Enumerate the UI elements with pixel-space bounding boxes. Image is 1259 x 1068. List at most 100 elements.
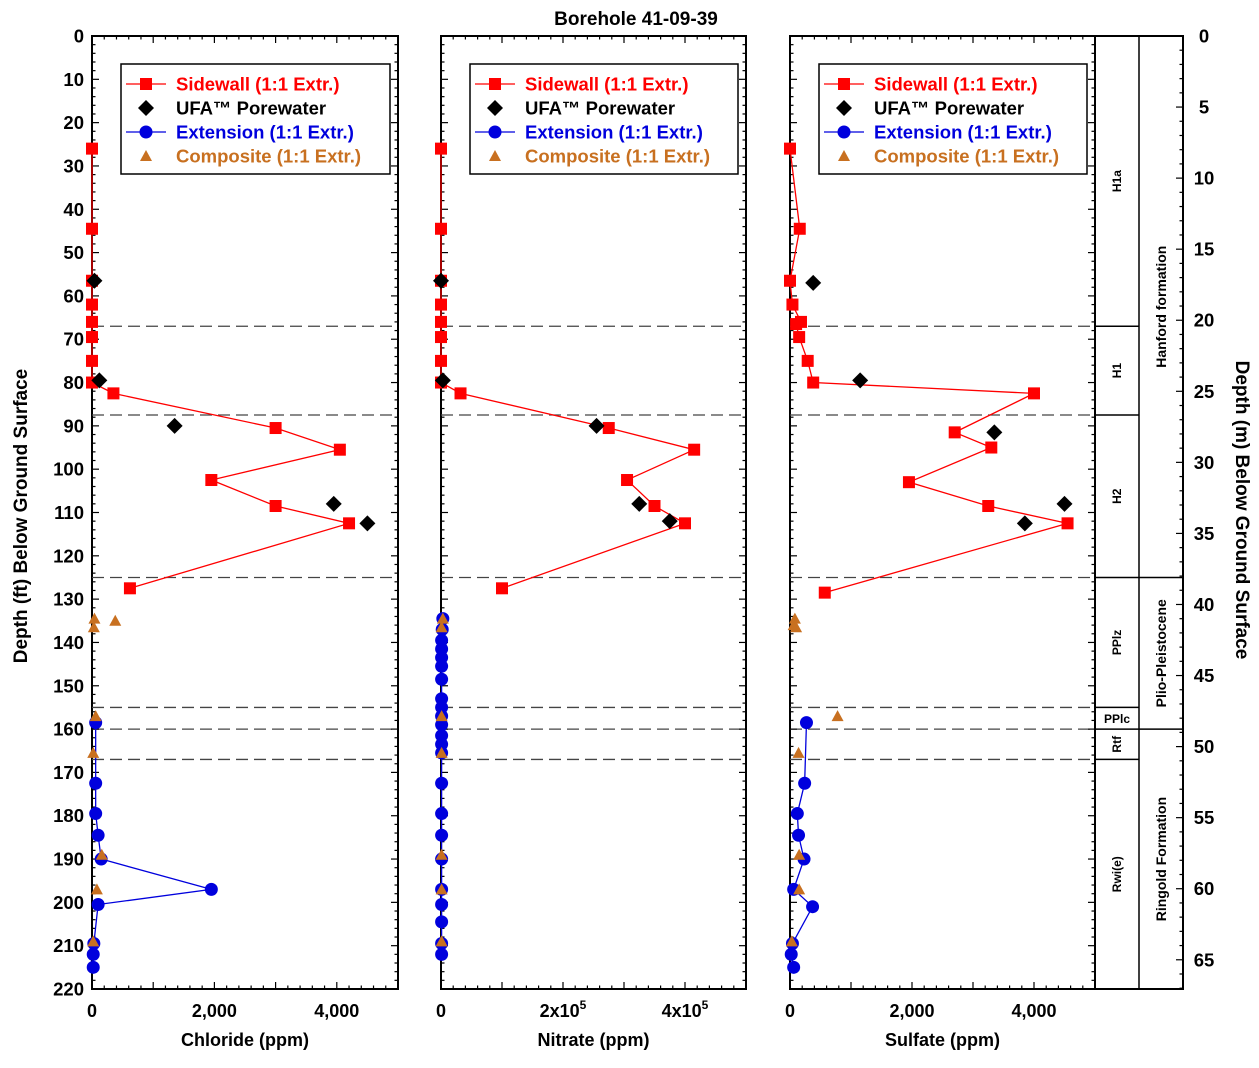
y-right-tick-label: 40 <box>1194 594 1215 615</box>
data-point <box>435 621 448 633</box>
x-tick-label: 2,000 <box>889 1001 934 1021</box>
y-tick-label: 130 <box>53 589 84 610</box>
y-right-tick-label: 35 <box>1194 523 1215 544</box>
data-point <box>793 883 806 895</box>
unit-label: H1a <box>1110 170 1124 192</box>
data-point <box>454 387 467 400</box>
y-axis-right-label: Depth (m) Below Ground Surface <box>1231 361 1252 660</box>
series-line <box>789 148 1068 594</box>
y-right-tick-label: 10 <box>1194 168 1215 189</box>
legend-marker <box>140 78 152 90</box>
data-point <box>602 422 615 435</box>
data-point <box>852 372 869 389</box>
data-point <box>435 718 449 732</box>
data-point <box>661 513 678 530</box>
data-point <box>799 716 813 730</box>
data-point <box>435 142 447 155</box>
data-point <box>435 915 449 929</box>
data-point <box>798 776 812 790</box>
unit-label: Rwi(e) <box>1110 856 1124 892</box>
y-tick-label: 100 <box>53 459 84 480</box>
series <box>785 612 844 947</box>
data-point <box>1056 495 1073 512</box>
data-point <box>435 331 447 344</box>
y-right-tick-label: 15 <box>1194 239 1215 260</box>
data-point <box>86 222 98 235</box>
y-right-tick-label: 45 <box>1194 665 1215 686</box>
data-point <box>790 807 804 821</box>
y-right-tick-label: 65 <box>1194 949 1215 970</box>
legend-label: Sidewall (1:1 Extr.) <box>874 74 1037 95</box>
formation-label: Plio-Pleistocene <box>1153 599 1169 707</box>
data-point <box>790 318 803 331</box>
data-point <box>985 441 998 454</box>
data-point <box>806 900 820 914</box>
data-point <box>343 517 356 530</box>
chart-panel: 0 2,000 4,000 Sulfate (ppm) Sidewall (1:1 Ex… <box>784 35 1096 1050</box>
series <box>86 716 218 974</box>
data-point <box>91 898 105 912</box>
x-axis-label: Sulfate (ppm) <box>885 1030 1000 1050</box>
y-tick-label: 180 <box>53 805 84 826</box>
data-point <box>793 331 806 344</box>
legend: Sidewall (1:1 Extr.) UFA™ Porewater Extens… <box>469 63 739 175</box>
data-point <box>434 372 451 389</box>
x-tick-label: 4,000 <box>1011 1001 1056 1021</box>
data-point <box>269 422 282 435</box>
y-tick-label: 90 <box>63 415 84 436</box>
legend-marker <box>489 150 501 161</box>
unit-label: H2 <box>1110 488 1124 504</box>
data-point <box>818 586 831 599</box>
data-point <box>784 274 796 287</box>
series <box>435 612 450 961</box>
data-point <box>948 426 961 439</box>
legend-label: Composite (1:1 Extr.) <box>525 146 710 167</box>
data-point <box>793 848 806 860</box>
data-point <box>435 848 448 860</box>
legend-label: Sidewall (1:1 Extr.) <box>176 74 339 95</box>
data-point <box>88 612 101 624</box>
series <box>433 272 678 530</box>
unit-label: Rtf <box>1110 735 1124 753</box>
data-point <box>91 372 108 389</box>
series <box>435 142 701 595</box>
y-tick-label: 220 <box>53 979 84 1000</box>
y-right-tick-label: 5 <box>1199 97 1209 118</box>
y-axis-left-label: Depth (ft) Below Ground Surface <box>11 369 32 664</box>
y-right-tick-label: 50 <box>1194 736 1215 757</box>
data-point <box>1016 515 1033 532</box>
data-point <box>435 947 449 961</box>
data-point <box>86 960 100 974</box>
data-point <box>1061 517 1074 530</box>
y-right-tick-label: 25 <box>1194 381 1215 402</box>
data-point <box>786 298 799 311</box>
data-point <box>801 354 814 367</box>
data-point <box>435 776 449 790</box>
data-point <box>986 424 1003 441</box>
data-point <box>435 222 447 235</box>
legend-label: Extension (1:1 Extr.) <box>874 122 1052 143</box>
x-tick-label: 4x105 <box>662 998 709 1021</box>
data-point <box>87 621 100 633</box>
data-point <box>86 298 98 311</box>
data-point <box>87 935 100 947</box>
series <box>87 612 122 947</box>
y-tick-label: 150 <box>53 675 84 696</box>
y-right-tick-label: 55 <box>1194 807 1215 828</box>
data-point <box>688 443 701 456</box>
unit-label: PPlz <box>1110 630 1124 655</box>
legend-box <box>469 63 739 175</box>
y-tick-label: 30 <box>63 155 84 176</box>
data-point <box>435 746 448 758</box>
data-point <box>435 807 449 821</box>
y-axis-left: 0 10 20 30 40 50 60 70 80 90 100 110 120 130 140 150 160… <box>53 26 84 1000</box>
y-tick-label: 50 <box>63 242 84 263</box>
data-point <box>788 612 801 624</box>
data-point <box>95 848 108 860</box>
series <box>805 274 1073 532</box>
legend-label: Sidewall (1:1 Extr.) <box>525 74 688 95</box>
y-right-tick-label: 60 <box>1194 878 1215 899</box>
data-point <box>792 828 806 842</box>
data-point <box>793 222 806 235</box>
y-tick-label: 190 <box>53 849 84 870</box>
